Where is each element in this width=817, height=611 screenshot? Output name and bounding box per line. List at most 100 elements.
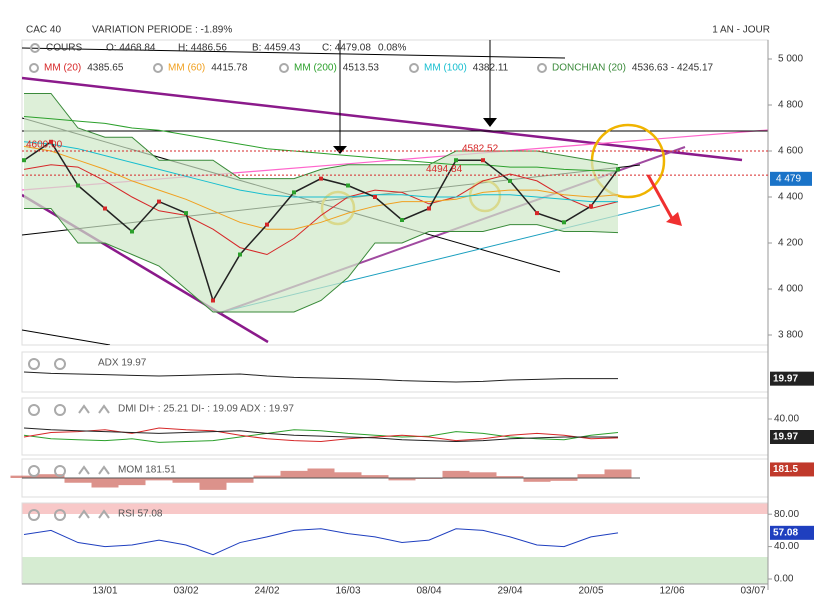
level-label: 4494.84: [426, 164, 463, 175]
quote: O: 4468.84: [106, 43, 156, 54]
price-marker: [157, 199, 161, 204]
mom-bar: [226, 478, 254, 483]
legend-name: MM (20): [44, 63, 81, 74]
price-marker: [346, 183, 350, 188]
panel-title: RSI 57.08: [118, 509, 163, 520]
y-tick-label: 5 000: [778, 54, 803, 65]
price-marker: [211, 298, 215, 303]
moving-average: [23, 116, 619, 172]
mom-bar: [118, 478, 146, 486]
panel-icon: [28, 358, 40, 370]
series-name: COURS: [46, 43, 82, 54]
mom-bar: [388, 478, 416, 481]
period: 1 AN - JOUR: [712, 25, 770, 36]
mom-bar: [307, 468, 335, 478]
price-marker: [427, 206, 431, 211]
mom-bar: [145, 478, 173, 481]
panel-icon: [28, 509, 40, 521]
quote: B: 4459.43: [252, 43, 301, 54]
indicator-line: [23, 427, 618, 443]
panel-title: MOM 181.51: [118, 465, 176, 476]
last-price-label: 4 479: [776, 173, 801, 184]
indicator-line: [23, 528, 619, 556]
mom-bar: [442, 470, 470, 478]
legend-value: 4382.11: [473, 63, 509, 74]
legend-value: 4536.63 - 4245.17: [632, 63, 714, 74]
mom-bar: [496, 476, 524, 478]
mom-bar: [91, 478, 119, 488]
price-marker: [184, 211, 188, 216]
price-marker: [265, 222, 269, 227]
panel-title: DMI DI+ : 25.21 DI- : 19.09 ADX : 19.97: [118, 404, 294, 415]
x-tick-label: 20/05: [578, 586, 603, 597]
indicator-line: [23, 371, 618, 383]
price-marker: [400, 218, 404, 222]
quote: H: 4486.56: [178, 43, 227, 54]
y-tick-label: 40.00: [774, 414, 799, 425]
panel-icon: [98, 465, 110, 475]
price-marker: [76, 183, 80, 188]
mom-bar: [361, 475, 389, 478]
price-marker: [292, 190, 296, 195]
legend-value: 4513.53: [343, 63, 380, 74]
moving-average: [23, 145, 619, 230]
gear-icon: [29, 63, 39, 73]
y-tick-label: 3 800: [778, 330, 803, 341]
mom-bar: [172, 478, 200, 483]
price-marker: [616, 167, 620, 172]
mom-bar: [577, 474, 605, 478]
y-tick-label: 4 200: [778, 238, 803, 249]
chart-title: CAC 40: [26, 25, 61, 36]
quote: 0.08%: [378, 43, 406, 54]
last-price-box: [770, 171, 812, 186]
mom-bar: [280, 470, 308, 478]
y-tick-label: 4 800: [778, 100, 803, 111]
value-box: [770, 525, 814, 540]
moving-average: [23, 164, 619, 256]
mom-bar: [604, 469, 632, 478]
x-tick-label: 08/04: [416, 586, 441, 597]
value-box: [770, 430, 814, 444]
value-box: [770, 371, 814, 386]
panel-icon: [98, 404, 110, 414]
legend-name: DONCHIAN (20): [552, 63, 626, 74]
price-marker: [103, 206, 107, 211]
indicator-line: [23, 427, 619, 443]
legend-name: MM (60): [168, 63, 205, 74]
panel-icon: [78, 509, 90, 519]
gear-icon: [409, 63, 419, 73]
mom-bar: [550, 478, 578, 481]
panel-title: ADX 19.97: [98, 358, 147, 369]
mom-bar: [253, 475, 281, 478]
legend-value: 4415.78: [211, 63, 248, 74]
gear-icon: [30, 43, 40, 53]
mom-bar: [64, 478, 92, 483]
y-tick-label: 4 000: [778, 284, 803, 295]
mom-bar: [10, 475, 38, 478]
value-box-label: 181.5: [773, 464, 798, 475]
price-marker: [319, 176, 323, 181]
price-marker: [589, 204, 593, 209]
price-marker: [49, 139, 53, 144]
band-fill: [24, 93, 618, 312]
value-box-label: 57.08: [773, 527, 798, 538]
moving-average: [23, 141, 618, 203]
panel-icon: [54, 404, 66, 416]
gear-icon: [537, 63, 547, 73]
value-box-label: 19.97: [773, 373, 798, 384]
y-tick-label: 0.00: [774, 574, 794, 585]
panel-icon: [54, 509, 66, 521]
trend-line: [21, 47, 566, 59]
y-tick-label: 40.00: [774, 541, 799, 552]
y-tick-label: 80.00: [774, 509, 799, 520]
legend-name: MM (100): [424, 63, 467, 74]
price-marker: [535, 211, 539, 216]
price-marker: [454, 158, 458, 163]
price-marker: [481, 158, 485, 163]
panel-icon: [78, 404, 90, 414]
price-marker: [508, 178, 512, 183]
mom-bar: [523, 478, 551, 482]
x-tick-label: 13/01: [92, 586, 117, 597]
rsi-overbought: [22, 503, 768, 514]
